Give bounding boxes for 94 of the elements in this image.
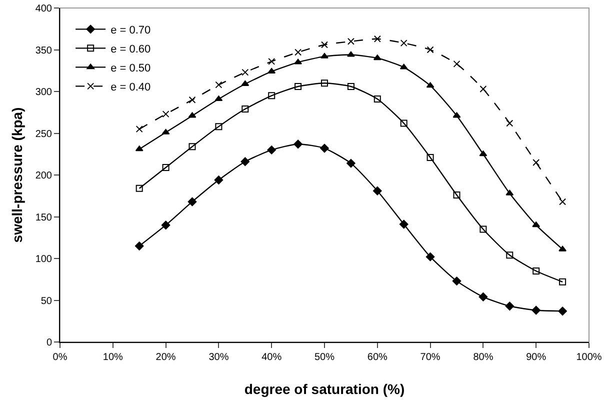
point [373, 54, 382, 60]
point [452, 276, 462, 286]
x-tick-label: 100% [576, 352, 602, 363]
point [506, 120, 514, 127]
legend-label: e = 0.70 [110, 24, 151, 36]
point [532, 222, 540, 228]
point [136, 184, 143, 192]
point [400, 40, 408, 47]
y-tick-label: 100 [35, 254, 52, 265]
x-tick-label: 60% [367, 352, 388, 363]
point [346, 51, 355, 57]
legend-label: e = 0.60 [110, 43, 151, 56]
y-axis-title: swell-pressure (kpa) [9, 107, 25, 243]
point [188, 112, 196, 118]
point [532, 268, 540, 275]
y-tick-label: 350 [35, 45, 52, 56]
point [214, 96, 223, 102]
point [452, 112, 461, 118]
y-tick-label: 300 [35, 87, 52, 98]
point [188, 96, 196, 104]
point [559, 198, 566, 206]
point [426, 46, 434, 54]
x-tick-label: 80% [473, 352, 494, 363]
point [294, 140, 302, 149]
point [188, 143, 196, 150]
point [161, 220, 170, 230]
point [215, 123, 222, 130]
x-tick-label: 20% [156, 352, 176, 363]
point [506, 190, 514, 196]
y-tick-label: 150 [35, 212, 52, 224]
point [268, 92, 276, 100]
point [240, 157, 250, 166]
point [426, 252, 435, 262]
point [347, 82, 354, 90]
point [480, 226, 487, 233]
legend-label: e = 0.50 [110, 62, 151, 74]
x-tick-label: 90% [526, 352, 546, 363]
point [559, 278, 566, 286]
point [347, 38, 354, 45]
point [558, 246, 567, 252]
point [453, 60, 460, 68]
point [135, 146, 144, 152]
point [241, 80, 250, 86]
point [214, 176, 224, 184]
point [480, 86, 487, 92]
x-tick-label: 30% [208, 352, 229, 363]
point [162, 128, 170, 134]
point [506, 252, 514, 259]
point [136, 126, 143, 133]
point [400, 120, 408, 127]
point [479, 150, 488, 156]
x-tick-label: 40% [262, 352, 282, 363]
point [294, 48, 302, 56]
point [426, 82, 434, 88]
point [478, 292, 488, 302]
point [267, 146, 276, 154]
x-axis-title: degree of saturation (%) [244, 381, 405, 397]
point [505, 302, 514, 310]
point [162, 164, 170, 171]
point [373, 186, 382, 196]
point [134, 242, 144, 250]
point [374, 35, 381, 42]
point [532, 158, 540, 166]
legend-label: e = 0.40 [110, 81, 151, 94]
point [162, 110, 170, 118]
point [268, 58, 276, 65]
point [426, 154, 434, 161]
point [242, 68, 249, 76]
point [558, 306, 567, 316]
point [346, 158, 356, 168]
point [294, 58, 302, 64]
x-tick-label: 70% [420, 352, 440, 363]
x-tick-label: 50% [314, 352, 335, 363]
x-tick-label: 0% [52, 352, 68, 363]
x-tick-label: 10% [102, 352, 124, 363]
point [268, 68, 276, 74]
point [215, 81, 222, 88]
y-tick-label: 0 [46, 338, 52, 348]
y-tick-label: 400 [35, 4, 52, 14]
point [242, 106, 249, 113]
point [532, 306, 540, 315]
y-tick-label: 200 [35, 170, 52, 182]
point [400, 64, 408, 70]
point [453, 192, 460, 199]
point [188, 197, 197, 206]
point [321, 80, 328, 87]
point [374, 96, 381, 103]
point [320, 52, 328, 58]
y-tick-label: 250 [35, 128, 52, 140]
point [294, 82, 302, 90]
y-tick-label: 50 [40, 296, 52, 307]
point [321, 41, 328, 48]
point [320, 144, 329, 153]
point [399, 220, 408, 229]
